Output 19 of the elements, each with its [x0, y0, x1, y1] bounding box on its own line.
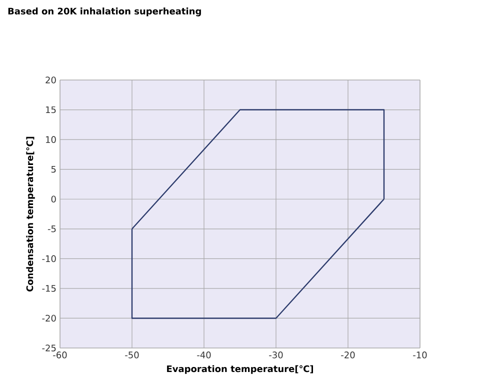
x-tick-label: -10 — [413, 352, 427, 358]
y-axis-title: Condensation temperature[℃] — [26, 136, 35, 292]
x-tick-label: -40 — [197, 352, 211, 358]
x-axis-title: Evaporation temperature[℃] — [167, 365, 314, 374]
y-tick-label: 20 — [46, 76, 56, 84]
x-tick-label: -30 — [269, 352, 283, 358]
chart-title: Based on 20K inhalation superheating — [8, 8, 201, 16]
y-tick-label: -15 — [42, 285, 56, 292]
y-tick-label: 0 — [51, 196, 56, 203]
y-tick-label: -25 — [42, 344, 56, 352]
y-tick-label: 15 — [46, 106, 56, 114]
x-tick-label: -20 — [341, 352, 355, 358]
y-tick-label: -20 — [42, 314, 56, 322]
y-tick-label: 10 — [46, 136, 56, 143]
y-tick-label: -10 — [42, 255, 56, 262]
x-tick-label: -50 — [125, 352, 139, 358]
x-tick-label: -60 — [53, 352, 67, 358]
y-tick-label: 5 — [51, 166, 56, 173]
y-tick-label: -5 — [48, 226, 56, 232]
